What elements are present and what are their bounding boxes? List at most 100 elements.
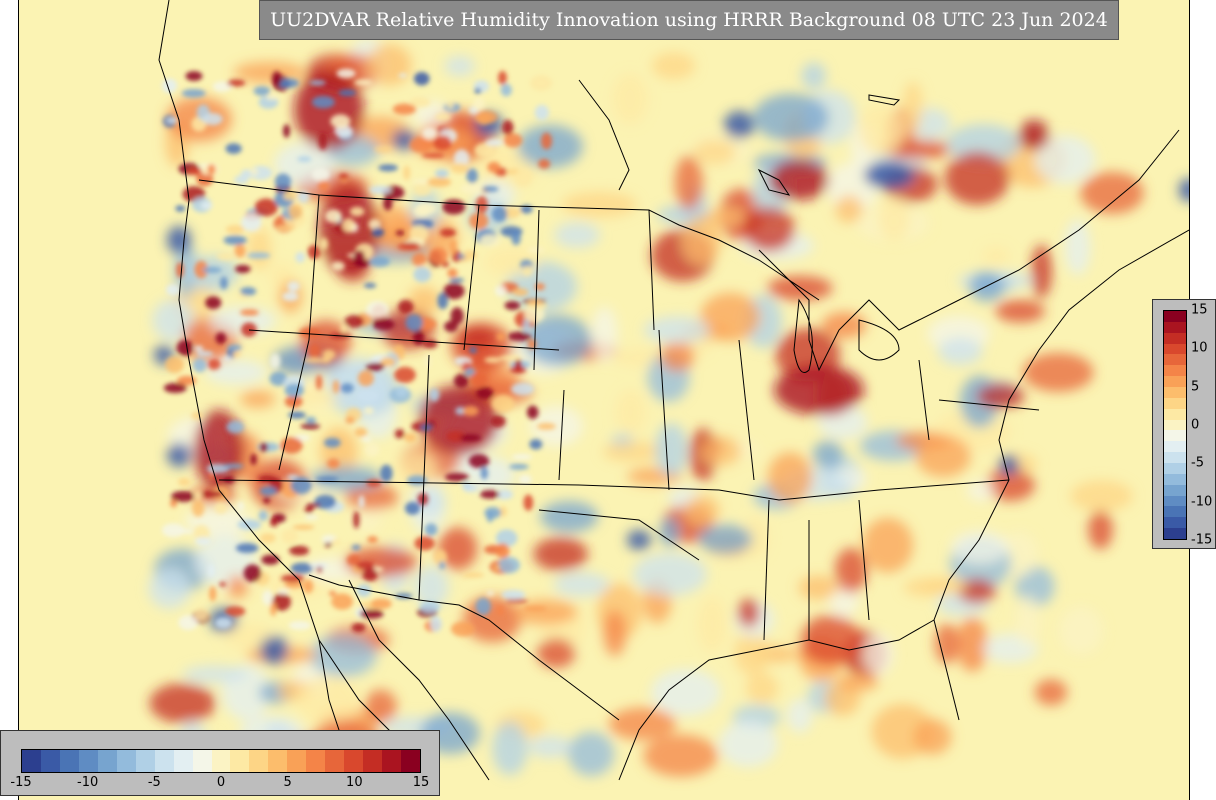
- colorbar-swatch: [1164, 419, 1186, 431]
- innovation-patch: [738, 598, 760, 628]
- innovation-patch: [260, 636, 288, 664]
- innovation-patch: [486, 590, 495, 596]
- innovation-patch: [338, 89, 357, 97]
- boundary-line: [757, 168, 791, 196]
- innovation-patch: [370, 598, 392, 610]
- innovation-patch: [469, 212, 489, 230]
- innovation-patch: [449, 278, 465, 283]
- innovation-patch: [985, 468, 1035, 502]
- colorbar-swatch: [135, 750, 155, 772]
- boundary-line: [718, 479, 1010, 501]
- innovation-patch: [369, 185, 392, 195]
- boundary-line: [278, 339, 310, 471]
- innovation-patch: [309, 563, 329, 568]
- innovation-patch: [411, 252, 427, 267]
- colorbar-tick-label: -5: [147, 775, 161, 790]
- innovation-patch: [719, 720, 778, 767]
- innovation-patch: [540, 132, 553, 150]
- innovation-patch: [511, 453, 533, 460]
- innovation-patch: [209, 586, 217, 602]
- innovation-patch: [496, 332, 506, 342]
- innovation-patch: [495, 543, 510, 559]
- innovation-patch: [304, 506, 314, 514]
- innovation-patch: [378, 164, 398, 172]
- innovation-patch: [527, 299, 543, 306]
- boundary-line: [418, 354, 430, 601]
- innovation-patch: [202, 266, 222, 274]
- innovation-patch: [194, 607, 209, 622]
- innovation-patch: [474, 110, 498, 125]
- boundary-line: [348, 579, 490, 781]
- innovation-patch: [742, 517, 769, 558]
- innovation-patch: [181, 88, 206, 98]
- innovation-patch: [1034, 135, 1096, 184]
- innovation-patch: [272, 593, 291, 611]
- innovation-patch: [310, 466, 383, 492]
- innovation-patch: [409, 479, 446, 533]
- innovation-patch: [474, 87, 482, 95]
- innovation-patch: [318, 132, 328, 150]
- innovation-patch: [697, 596, 728, 653]
- innovation-patch: [501, 589, 526, 600]
- colorbar-tick-label: 0: [216, 775, 226, 790]
- innovation-patch: [215, 332, 227, 345]
- innovation-patch: [966, 480, 995, 501]
- innovation-patch: [644, 316, 711, 344]
- innovation-patch: [475, 597, 491, 616]
- vertical-colorbar: 15 10 5 0 -5 -10 -15: [1152, 299, 1216, 549]
- innovation-patch: [253, 86, 271, 96]
- innovation-patch: [999, 455, 1019, 475]
- colorbar-swatch: [1164, 408, 1186, 420]
- colorbar-swatch: [382, 750, 402, 772]
- innovation-patch: [193, 525, 210, 541]
- innovation-patch: [534, 104, 549, 121]
- innovation-patch: [520, 204, 533, 214]
- innovation-patch: [340, 323, 348, 333]
- innovation-patch: [444, 472, 469, 482]
- innovation-patch: [315, 374, 323, 390]
- innovation-patch: [487, 161, 501, 173]
- innovation-patch: [498, 70, 507, 85]
- innovation-patch: [496, 605, 505, 616]
- innovation-patch: [412, 329, 425, 346]
- innovation-patch: [346, 554, 361, 566]
- innovation-patch: [1080, 172, 1144, 214]
- innovation-patch: [182, 665, 248, 684]
- innovation-patch: [409, 137, 433, 153]
- innovation-patch: [409, 96, 431, 108]
- innovation-patch: [479, 234, 500, 248]
- boundary-line: [933, 229, 1189, 721]
- map-panel: UU2DVAR Relative Humidity Innovation usi…: [18, 0, 1190, 800]
- innovation-patch: [774, 365, 864, 415]
- innovation-patch: [404, 433, 417, 443]
- innovation-patch: [345, 416, 355, 424]
- innovation-patch: [282, 124, 291, 138]
- innovation-patch: [1015, 595, 1040, 647]
- innovation-patch: [553, 572, 610, 597]
- boundary-line: [463, 204, 480, 351]
- innovation-patch: [331, 261, 345, 271]
- innovation-patch: [148, 568, 191, 609]
- innovation-patch: [185, 71, 203, 81]
- innovation-patch: [260, 533, 276, 543]
- innovation-patch: [528, 735, 573, 759]
- colorbar-swatch: [1164, 484, 1186, 496]
- innovation-patch: [200, 490, 224, 498]
- innovation-patch: [366, 479, 382, 488]
- innovation-patch: [476, 387, 494, 400]
- innovation-patch: [165, 284, 180, 296]
- colorbar-tick-label: -5: [1191, 455, 1204, 471]
- innovation-patch: [468, 454, 490, 469]
- colorbar-swatch: [1164, 332, 1186, 344]
- innovation-patch: [481, 186, 499, 193]
- innovation-patch: [366, 301, 389, 318]
- innovation-patch: [191, 411, 203, 420]
- boundary-line: [763, 499, 770, 641]
- innovation-patch: [835, 195, 863, 223]
- innovation-patch: [234, 243, 246, 258]
- innovation-patch: [398, 73, 407, 78]
- innovation-patch: [435, 112, 451, 121]
- colorbar-swatch: [97, 750, 117, 772]
- innovation-patch: [700, 436, 742, 466]
- innovation-patch: [480, 466, 489, 480]
